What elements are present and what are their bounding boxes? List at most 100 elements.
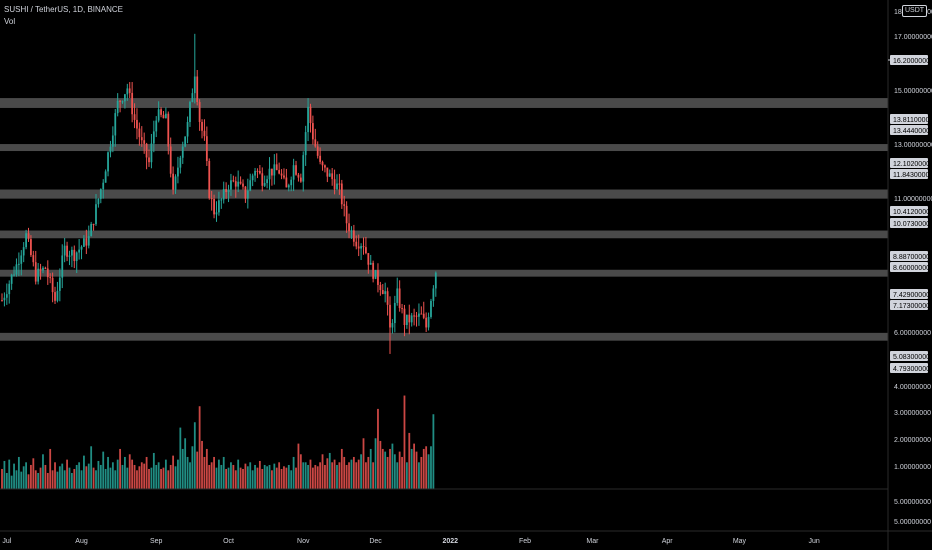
volume-bar	[160, 468, 162, 489]
volume-bar	[54, 462, 56, 489]
volume-bar	[198, 406, 201, 489]
volume-bar	[56, 471, 59, 489]
candle-body	[324, 165, 326, 168]
candle-body	[126, 88, 129, 95]
price-tag-background	[890, 351, 928, 361]
candle-body	[415, 315, 418, 317]
volume-bar	[140, 462, 143, 489]
currency-badge[interactable]: USDT	[902, 5, 928, 17]
volume-bar	[203, 456, 206, 489]
volume-bar	[114, 470, 117, 489]
candle-body	[179, 157, 182, 168]
candle-body	[119, 100, 121, 102]
volume-bar	[186, 456, 189, 489]
candle-body	[174, 176, 177, 190]
volume-bar	[68, 467, 71, 489]
volume-bar	[39, 467, 42, 489]
candle-body	[90, 223, 93, 237]
volume-bar	[374, 438, 377, 489]
candle-body	[177, 167, 179, 177]
volume-bar	[119, 448, 121, 489]
candle-body	[410, 315, 413, 323]
candle-body	[434, 272, 437, 289]
candle-body	[34, 262, 37, 282]
volume-bar	[292, 456, 295, 489]
volume-bar	[213, 456, 215, 489]
candle-body	[314, 139, 317, 147]
candle-body	[430, 300, 432, 317]
candle-body	[338, 183, 341, 185]
volume-bar	[418, 462, 420, 489]
candle-body	[307, 106, 309, 133]
candle-body	[340, 183, 343, 205]
volume-bar	[63, 470, 66, 489]
time-tick-label: Feb	[519, 538, 531, 545]
volume-bar	[191, 446, 194, 489]
candle-body	[167, 113, 170, 147]
candle-body	[326, 167, 329, 177]
volume-bar	[8, 459, 11, 489]
volume-bar	[309, 459, 312, 489]
volume-bar	[275, 467, 278, 489]
candle-body	[285, 177, 288, 188]
volume-bar	[307, 464, 309, 489]
volume-bar	[396, 462, 399, 489]
volume-bar	[25, 462, 27, 489]
candle-body	[333, 179, 336, 190]
volume-legend-label[interactable]: Vol	[4, 17, 16, 26]
volume-bar	[403, 395, 406, 489]
volume-bar	[261, 468, 264, 489]
volume-bar	[167, 470, 170, 489]
candle-body	[367, 253, 370, 265]
price-tick-label: 13.00000000	[894, 142, 932, 149]
candle-body	[22, 247, 25, 256]
candle-body	[379, 284, 382, 291]
volume-bar	[80, 470, 83, 489]
time-axis[interactable]: Jul Aug Sep Oct Nov Dec 2022 Feb Mar Apr May Jun	[2, 538, 820, 545]
volume-bar	[393, 454, 396, 489]
volume-bar	[189, 462, 191, 489]
candle-body	[374, 270, 377, 279]
symbol-legend-title[interactable]: SUSHI / TetherUS, 1D, BINANCE	[4, 5, 123, 14]
volume-bar	[384, 451, 387, 489]
volume-bar	[15, 470, 18, 489]
candle-body	[37, 268, 40, 282]
candle-body	[403, 308, 406, 326]
volume-bar	[20, 471, 23, 489]
candle-body	[244, 186, 247, 199]
volume-bar	[432, 414, 435, 489]
candle-body	[44, 267, 47, 269]
candle-body	[220, 199, 223, 201]
candle-body	[184, 136, 187, 147]
price-axis[interactable]: 17.00000000 15.00000000 13.00000000 11.0000…	[888, 9, 932, 526]
volume-bar	[75, 464, 78, 489]
volume-bar	[285, 467, 288, 489]
volume-bar	[136, 470, 138, 489]
price-tag-label: 12.10200000	[893, 161, 932, 168]
price-tag-background	[890, 206, 928, 216]
support-resistance-zones	[0, 98, 888, 341]
volume-bar	[297, 443, 300, 489]
volume-bar	[73, 468, 76, 489]
volume-bar	[389, 448, 391, 489]
candle-body	[104, 171, 107, 183]
time-tick-label: Dec	[369, 538, 382, 545]
candle-body	[381, 290, 384, 294]
candle-body	[155, 120, 158, 132]
volume-bar	[78, 462, 81, 489]
candle-body	[316, 146, 319, 156]
volume-bar	[237, 459, 240, 489]
candle-body	[331, 173, 334, 180]
volume-bar	[232, 464, 235, 489]
time-tick-label: 2022	[442, 538, 458, 545]
candle-body	[140, 137, 143, 141]
volume-bar	[430, 446, 432, 489]
candle-body	[205, 136, 208, 161]
candle-body	[181, 146, 184, 158]
volume-bar	[107, 456, 109, 489]
volume-bar	[177, 459, 179, 489]
candle-body	[30, 239, 32, 256]
volume-bar	[104, 468, 107, 489]
time-tick-label: Jul	[2, 538, 11, 545]
